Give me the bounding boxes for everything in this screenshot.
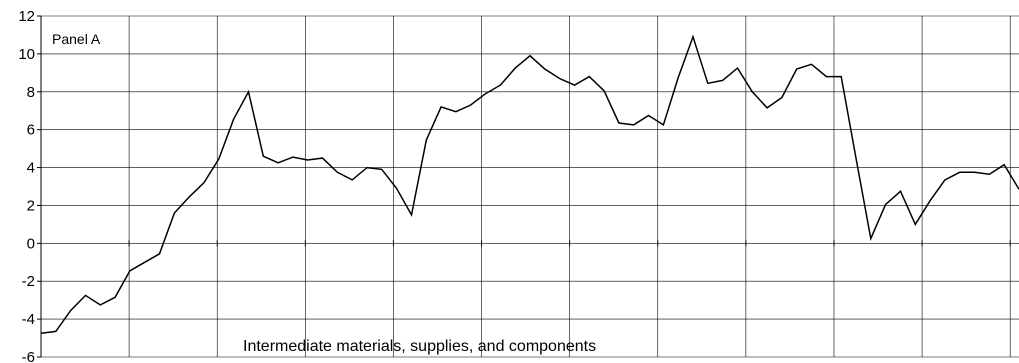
data-point	[396, 188, 398, 190]
y-tick-label: 8	[27, 84, 35, 101]
data-point	[766, 107, 768, 109]
series-line	[40, 34, 1019, 335]
chart-axes	[37, 15, 1011, 358]
data-point	[99, 304, 101, 306]
data-point	[55, 331, 57, 333]
data-point	[485, 93, 487, 95]
series-group	[40, 34, 1019, 335]
data-point	[811, 64, 813, 66]
y-tick-label: -4	[22, 311, 35, 328]
data-point	[292, 156, 294, 158]
data-point	[574, 84, 576, 86]
y-tick-label: 6	[27, 122, 35, 139]
data-point	[648, 115, 650, 117]
data-point	[40, 333, 42, 335]
data-point	[737, 67, 739, 69]
data-point	[1003, 164, 1005, 166]
y-tick-label: 4	[27, 160, 35, 177]
data-point	[885, 204, 887, 206]
y-tick-label: 10	[18, 46, 35, 63]
y-tick-labels: 12 10 8 6 4 2 0 -2 -4 -6	[18, 8, 35, 363]
data-point	[233, 118, 235, 120]
data-point	[114, 297, 116, 299]
data-point	[588, 76, 590, 78]
data-point	[248, 91, 250, 93]
data-point	[618, 122, 620, 124]
data-point	[959, 171, 961, 173]
data-point	[218, 158, 220, 160]
data-point	[351, 179, 353, 181]
data-point	[85, 295, 87, 297]
data-point	[425, 139, 427, 141]
data-point	[826, 76, 828, 78]
data-point	[677, 77, 679, 79]
data-point	[129, 270, 131, 272]
data-point	[500, 84, 502, 86]
data-point	[203, 182, 205, 184]
data-point	[914, 224, 916, 226]
chart-grid	[41, 15, 1019, 358]
panel-label: Panel A	[52, 31, 101, 47]
data-point	[70, 310, 72, 312]
data-point	[337, 171, 339, 173]
data-point	[603, 90, 605, 92]
data-point	[870, 238, 872, 240]
chart-caption: Intermediate materials, supplies, and co…	[243, 338, 596, 355]
data-point	[262, 155, 264, 157]
data-point	[855, 157, 857, 159]
data-point	[455, 111, 457, 113]
data-point	[722, 80, 724, 82]
y-tick-label: -2	[22, 273, 35, 290]
y-tick-label: 0	[27, 235, 35, 252]
data-point	[751, 91, 753, 93]
data-point	[944, 179, 946, 181]
data-point	[559, 78, 561, 80]
data-point	[514, 67, 516, 69]
data-point	[900, 190, 902, 192]
data-point	[174, 212, 176, 214]
data-point	[796, 68, 798, 70]
data-point	[692, 36, 694, 38]
data-point	[544, 68, 546, 70]
data-point	[840, 76, 842, 78]
data-point	[277, 162, 279, 164]
data-point	[470, 104, 472, 106]
data-point	[366, 167, 368, 169]
y-tick-label: 2	[27, 197, 35, 214]
data-point	[929, 200, 931, 202]
data-point	[307, 159, 309, 161]
data-point	[188, 196, 190, 198]
data-point	[529, 55, 531, 57]
data-point	[663, 124, 665, 126]
data-point	[411, 214, 413, 216]
y-tick-label: -6	[22, 349, 35, 363]
y-tick-label: 12	[18, 8, 35, 25]
data-point	[144, 261, 146, 263]
data-point	[440, 106, 442, 108]
data-point	[633, 124, 635, 126]
data-point	[781, 97, 783, 99]
data-point	[989, 173, 991, 175]
data-point	[381, 169, 383, 171]
data-point	[974, 171, 976, 173]
data-point	[322, 157, 324, 159]
data-point	[159, 253, 161, 255]
data-point	[707, 82, 709, 84]
